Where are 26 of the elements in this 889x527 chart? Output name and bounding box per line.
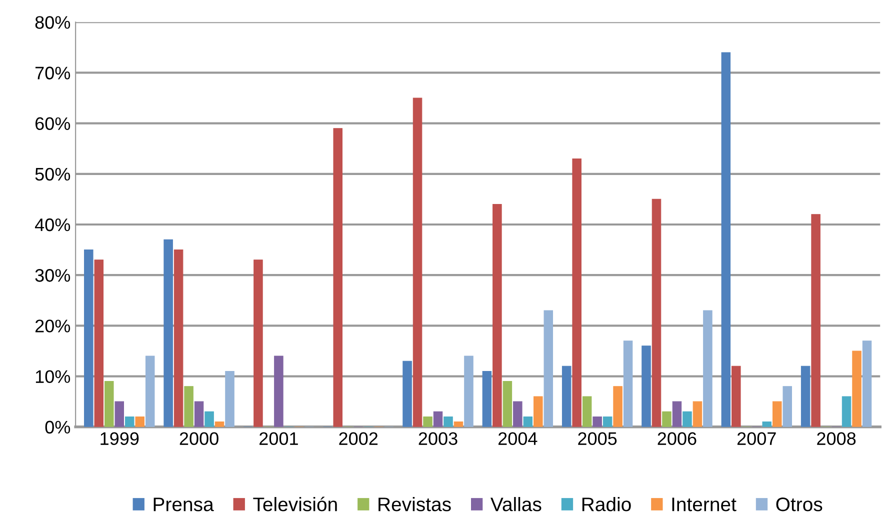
y-tick-label: 40% (34, 218, 70, 232)
x-tick-label: 1999 (100, 432, 139, 445)
y-tick-label: 60% (35, 117, 70, 130)
legend-label: Vallas (490, 496, 542, 512)
x-tick-label: 2008 (817, 432, 856, 445)
y-tick-label: 70% (35, 66, 70, 80)
y-tick-label: 80% (35, 16, 70, 29)
legend-label: Internet (672, 498, 736, 512)
y-tick-label: 30% (35, 269, 70, 282)
legend-label: Otros (776, 498, 822, 512)
x-tick-label: 2004 (498, 432, 538, 445)
x-tick-label: 2005 (578, 432, 617, 445)
x-tick-label: 2006 (658, 432, 696, 445)
legend-label: Revistas (378, 496, 451, 512)
legend-label: Prensa (154, 498, 214, 512)
y-tick-label: 0% (45, 420, 70, 434)
x-tick-label: 2002 (339, 432, 378, 445)
x-tick-label: 2000 (180, 432, 218, 445)
legend-label: Radio (582, 496, 631, 512)
y-tick-label: 10% (36, 370, 70, 383)
x-tick-label: 2007 (737, 432, 776, 445)
legend-label: Televisión (253, 496, 337, 512)
x-tick-label: 2001 (260, 432, 298, 445)
x-tick-label: 2003 (418, 432, 458, 445)
y-tick-label: 20% (35, 320, 70, 332)
y-tick-label: 50% (35, 168, 70, 181)
